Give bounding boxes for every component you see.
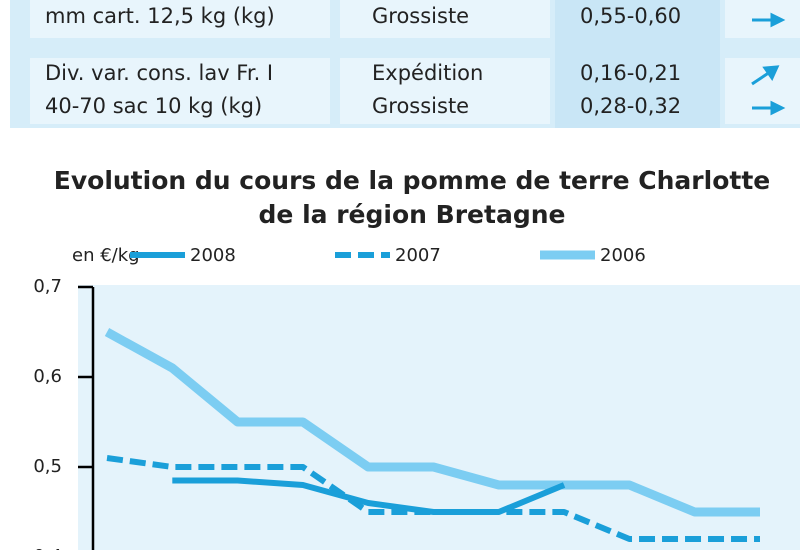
legend-label: 2008: [190, 245, 236, 266]
y-tick-label: 0,7: [33, 276, 62, 297]
table-bg: [10, 0, 800, 128]
table-cell: 40-70 sac 10 kg (kg): [45, 94, 262, 118]
series-line: [104, 328, 760, 517]
chart-title: de la région Bretagne: [259, 200, 566, 229]
table-cell: Grossiste: [372, 4, 469, 28]
y-tick-label: 0,6: [33, 366, 62, 387]
y-tick-label: 0,4: [33, 546, 62, 550]
table-cell: Grossiste: [372, 94, 469, 118]
chart-title: Evolution du cours de la pomme de terre …: [54, 166, 770, 195]
trend-arrows: [751, 12, 786, 116]
table-cell: Div. var. cons. lav Fr. I: [45, 61, 273, 85]
legend-label: 2007: [395, 245, 441, 266]
series-line: [172, 477, 566, 515]
table-cell: 0,55-0,60: [580, 4, 681, 28]
table-cell: 0,28-0,32: [580, 94, 681, 118]
y-unit: en €/kg: [72, 245, 140, 266]
table-cell: mm cart. 12,5 kg (kg): [45, 4, 275, 28]
legend-label: 2006: [600, 245, 646, 266]
table-cell: 0,16-0,21: [580, 61, 681, 85]
y-tick-label: 0,5: [33, 456, 62, 477]
series-line: [106, 455, 760, 542]
table-cell: Expédition: [372, 61, 483, 85]
